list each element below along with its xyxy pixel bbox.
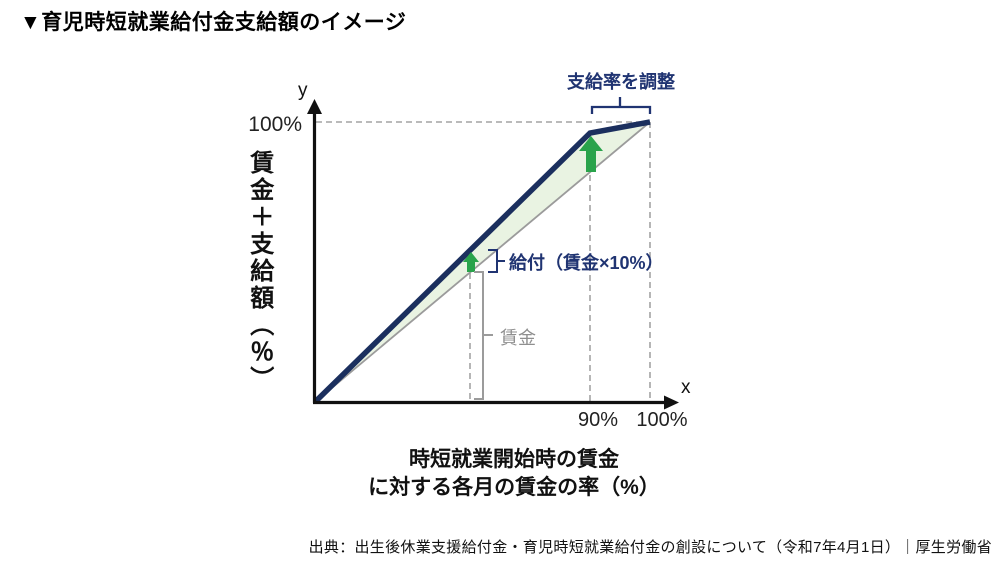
x-tick-100: 100% xyxy=(636,409,688,431)
x-axis-title: 時短就業開始時の賃金 に対する各月の賃金の率（%） xyxy=(318,446,710,502)
y-axis-title: 賃金＋支給額（％） xyxy=(245,150,273,393)
benefit-label: 給付（賃金×10%） xyxy=(509,253,664,273)
benefit-bracket xyxy=(488,249,505,273)
y-axis-arrowhead xyxy=(307,99,322,114)
benefit-gap-arrow-large xyxy=(579,136,603,172)
source-citation: 出典：出生後休業支援給付金・育児時短就業給付金の創設について（令和7年4月1日）… xyxy=(308,539,992,556)
x-tick-90: 90% xyxy=(577,409,619,431)
benefit-line xyxy=(313,119,651,404)
wage-bracket xyxy=(474,271,493,400)
y-axis-letter: y xyxy=(298,80,308,101)
x-axis-arrowhead xyxy=(664,395,679,410)
x-axis-title-line1: 時短就業開始時の賃金 xyxy=(409,448,619,471)
adjust-rate-bracket xyxy=(590,97,652,114)
y-tick-100: 100% xyxy=(248,113,302,136)
adjust-rate-label: 支給率を調整 xyxy=(567,72,675,92)
x-axis-letter: x xyxy=(681,377,691,398)
x-axis-title-line2: に対する各月の賃金の率（%） xyxy=(368,476,660,499)
wage-label: 賃金 xyxy=(500,328,536,348)
page-title: ▼育児時短就業給付金支給額のイメージ xyxy=(20,11,407,34)
benefit-gap-arrow-small xyxy=(463,252,479,272)
